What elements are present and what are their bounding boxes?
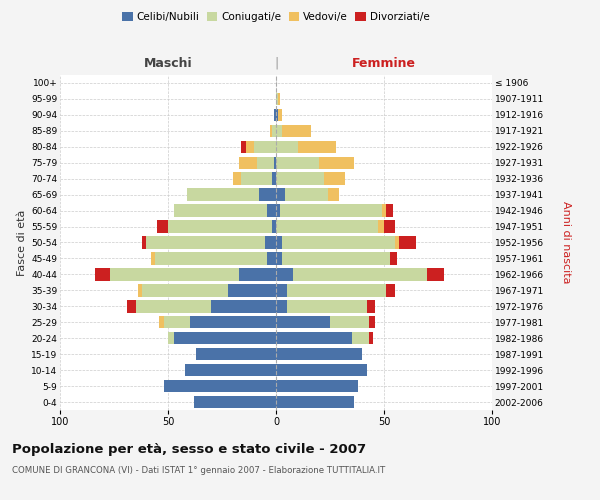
Bar — [127, 300, 136, 312]
Bar — [155, 252, 268, 264]
Bar — [369, 332, 373, 344]
Bar — [276, 172, 323, 185]
Bar — [276, 188, 284, 201]
Bar — [293, 268, 427, 280]
Bar — [160, 316, 164, 328]
Bar — [241, 140, 246, 153]
Bar — [399, 236, 416, 248]
Bar — [276, 124, 283, 137]
Text: Popolazione per età, sesso e stato civile - 2007: Popolazione per età, sesso e stato civil… — [12, 442, 366, 456]
Text: COMUNE DI GRANCONA (VI) - Dati ISTAT 1° gennaio 2007 - Elaborazione TUTTITALIA.I: COMUNE DI GRANCONA (VI) - Dati ISTAT 1° … — [12, 466, 385, 475]
Bar — [276, 140, 298, 153]
Bar — [233, 172, 241, 185]
Bar — [280, 204, 382, 217]
Bar — [276, 204, 280, 217]
Y-axis label: Fasce di età: Fasce di età — [17, 210, 27, 276]
Bar — [190, 316, 276, 328]
Bar — [246, 140, 254, 153]
Bar — [211, 300, 276, 312]
Bar — [276, 236, 283, 248]
Bar — [283, 124, 311, 137]
Bar — [164, 316, 190, 328]
Bar — [369, 316, 376, 328]
Bar — [382, 204, 386, 217]
Bar — [175, 204, 268, 217]
Bar — [194, 396, 276, 408]
Text: |: | — [274, 57, 278, 70]
Bar — [268, 252, 276, 264]
Bar — [386, 204, 392, 217]
Bar — [185, 364, 276, 376]
Bar — [168, 220, 272, 233]
Bar — [142, 284, 229, 296]
Bar — [276, 348, 362, 360]
Bar — [265, 236, 276, 248]
Bar — [168, 332, 175, 344]
Bar — [95, 268, 110, 280]
Bar — [164, 380, 276, 392]
Bar — [395, 236, 399, 248]
Bar — [330, 316, 369, 328]
Text: Femmine: Femmine — [352, 57, 416, 70]
Bar — [272, 172, 276, 185]
Bar — [136, 300, 211, 312]
Bar — [110, 268, 239, 280]
Bar — [284, 188, 328, 201]
Bar — [157, 220, 168, 233]
Bar — [241, 172, 272, 185]
Bar — [278, 92, 280, 105]
Bar — [142, 236, 146, 248]
Bar — [269, 124, 272, 137]
Bar — [151, 252, 155, 264]
Bar — [287, 300, 367, 312]
Bar — [138, 284, 142, 296]
Bar — [229, 284, 276, 296]
Bar — [276, 316, 330, 328]
Bar — [352, 332, 369, 344]
Bar — [427, 268, 445, 280]
Bar — [276, 92, 278, 105]
Bar — [319, 156, 354, 169]
Bar — [298, 140, 337, 153]
Bar — [276, 300, 287, 312]
Bar — [274, 108, 276, 121]
Bar — [386, 284, 395, 296]
Bar — [276, 380, 358, 392]
Bar — [239, 268, 276, 280]
Bar — [272, 124, 276, 137]
Bar — [367, 300, 376, 312]
Bar — [196, 348, 276, 360]
Bar — [276, 396, 354, 408]
Bar — [323, 172, 345, 185]
Bar — [391, 252, 397, 264]
Bar — [276, 252, 283, 264]
Bar — [254, 140, 276, 153]
Legend: Celibi/Nubili, Coniugati/e, Vedovi/e, Divorziati/e: Celibi/Nubili, Coniugati/e, Vedovi/e, Di… — [118, 8, 434, 26]
Bar — [268, 204, 276, 217]
Bar — [276, 220, 377, 233]
Bar — [384, 220, 395, 233]
Bar — [377, 220, 384, 233]
Bar — [276, 284, 287, 296]
Bar — [187, 188, 259, 201]
Bar — [276, 332, 352, 344]
Bar — [175, 332, 276, 344]
Bar — [257, 156, 274, 169]
Y-axis label: Anni di nascita: Anni di nascita — [560, 201, 571, 284]
Bar — [239, 156, 257, 169]
Bar — [146, 236, 265, 248]
Bar — [283, 252, 391, 264]
Bar — [274, 156, 276, 169]
Bar — [272, 220, 276, 233]
Bar — [276, 156, 319, 169]
Bar — [276, 268, 293, 280]
Bar — [259, 188, 276, 201]
Bar — [278, 108, 283, 121]
Bar — [283, 236, 395, 248]
Text: Maschi: Maschi — [143, 57, 193, 70]
Bar — [328, 188, 338, 201]
Bar — [287, 284, 386, 296]
Bar — [276, 108, 278, 121]
Bar — [276, 364, 367, 376]
